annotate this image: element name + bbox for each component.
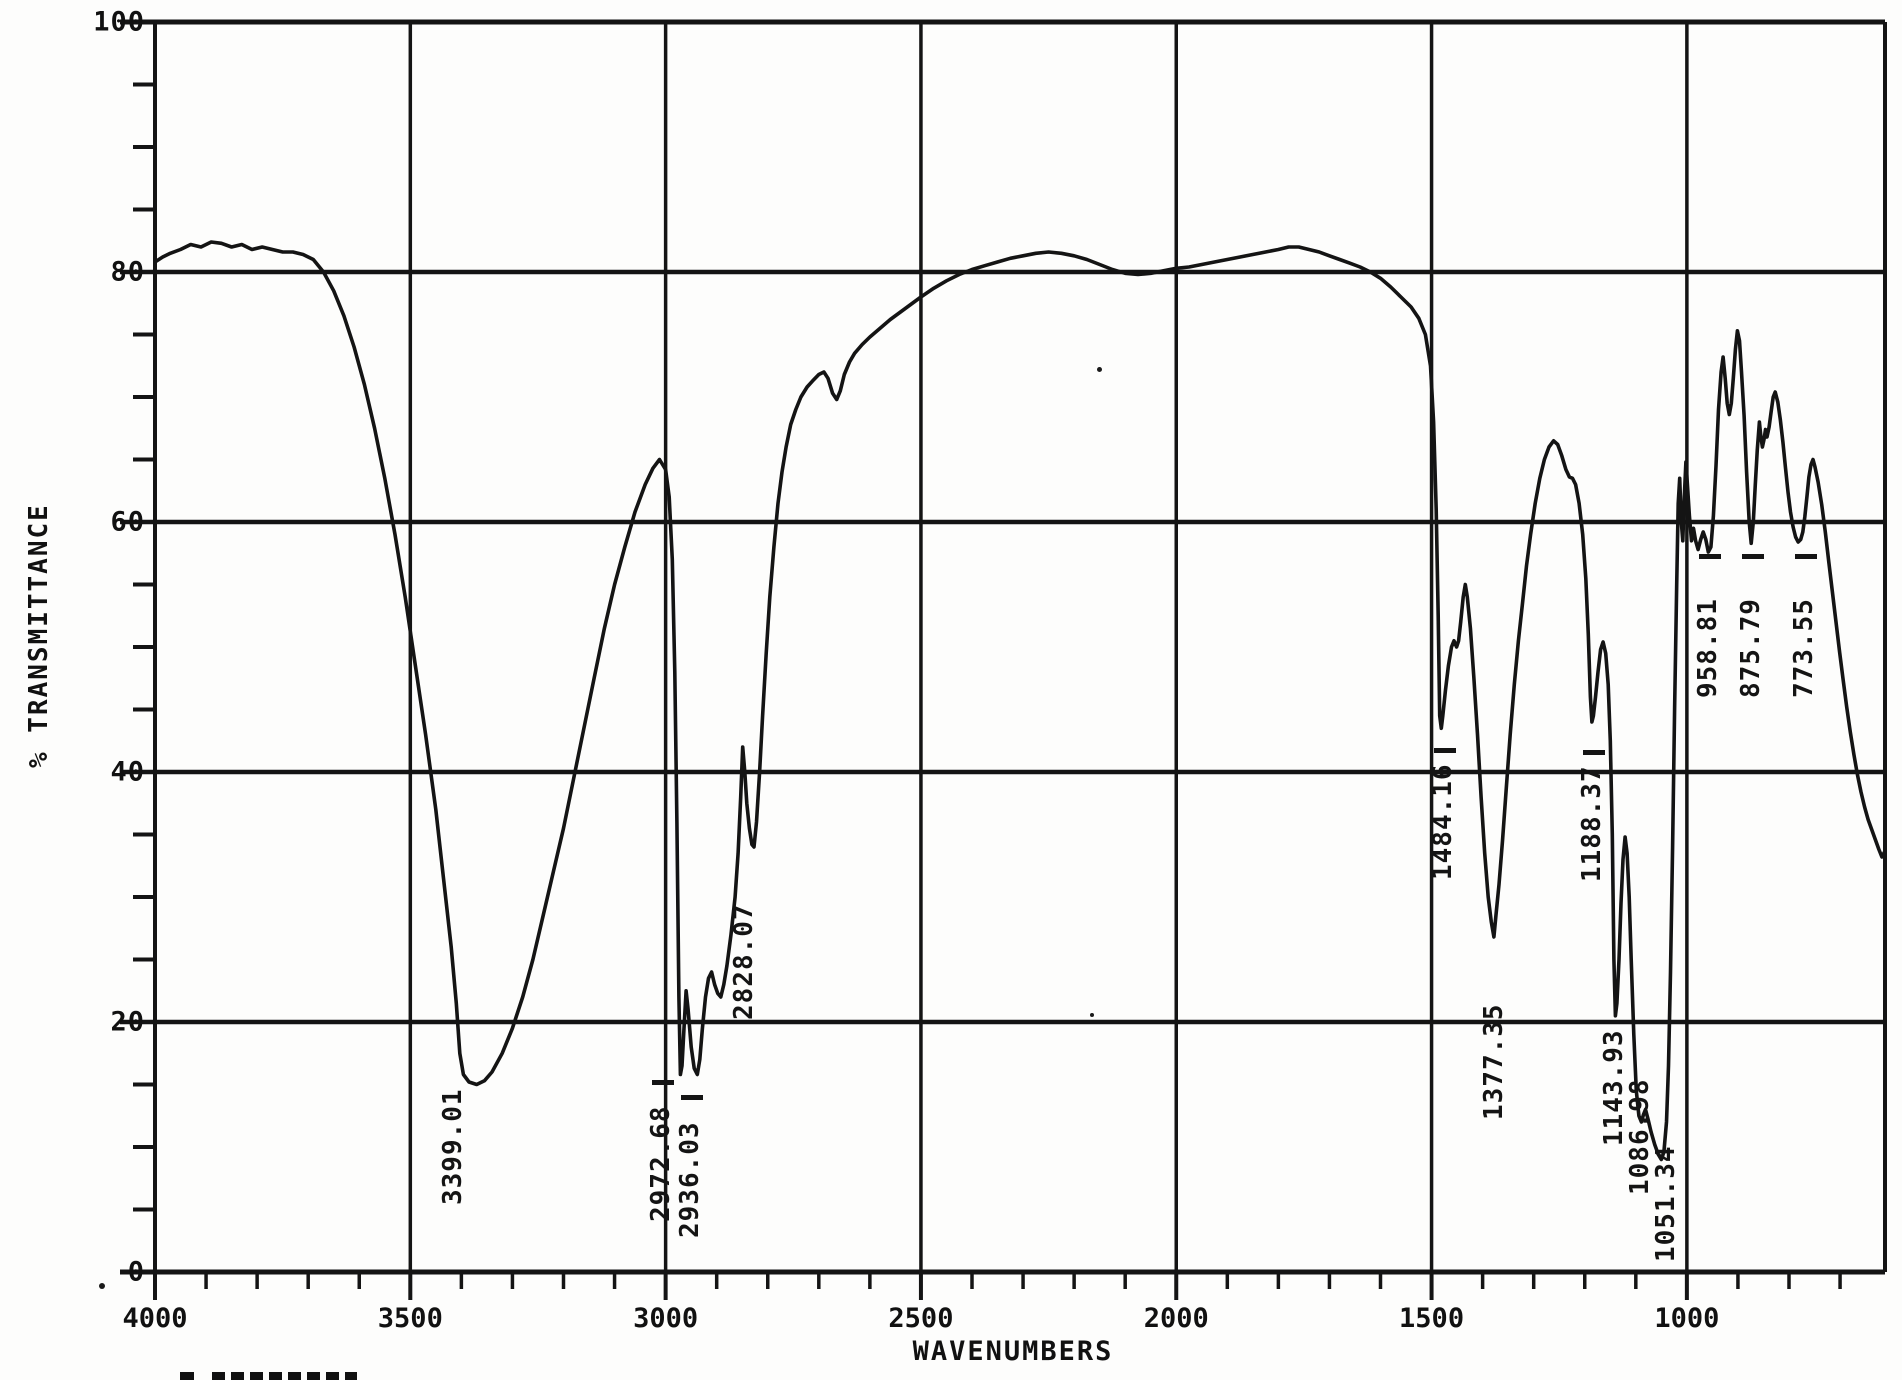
peak-label-773.55: 773.55 — [1789, 598, 1819, 698]
y-tick-label-20: 20 — [110, 1006, 145, 1038]
peak-label-1377.35: 1377.35 — [1479, 1003, 1509, 1120]
cropped-text-fragment-start — [180, 1372, 194, 1380]
peak-label-1051.34: 1051.34 — [1651, 1145, 1681, 1262]
y-tick-label-0: 0 — [127, 1256, 145, 1288]
peak-label-2828.07: 2828.07 — [729, 903, 759, 1020]
spectrum-curve — [153, 240, 1887, 1162]
peak-label-958.81: 958.81 — [1693, 598, 1723, 698]
x-tick-label-1500: 1500 — [1399, 1303, 1465, 1334]
peak-label-875.79: 875.79 — [1736, 598, 1766, 698]
x-tick-label-4000: 4000 — [122, 1303, 188, 1334]
x-tick-label-2500: 2500 — [888, 1303, 954, 1334]
scan-speck-1 — [1090, 1013, 1094, 1017]
peak-label-dash-875.79 — [1742, 554, 1764, 559]
peak-label-dash-2936.03 — [681, 1095, 703, 1100]
y-axis-title: % TRANSMITTANCE — [24, 503, 54, 768]
peak-label-dash-1484.16 — [1434, 748, 1456, 753]
scan-speck-2 — [99, 1283, 105, 1289]
y-tick-label-80: 80 — [110, 256, 145, 288]
y-tick-label-60: 60 — [110, 506, 145, 538]
peak-label-2972.68: 2972.68 — [646, 1105, 676, 1222]
peak-label-1086.98: 1086.98 — [1625, 1078, 1655, 1195]
peak-label-1188.37: 1188.37 — [1577, 765, 1607, 882]
peak-label-dash-2972.68 — [652, 1080, 674, 1085]
peak-label-1484.16: 1484.16 — [1428, 763, 1458, 880]
x-tick-label-3500: 3500 — [377, 1303, 443, 1334]
x-tick-label-2000: 2000 — [1143, 1303, 1209, 1334]
peak-label-dash-773.55 — [1795, 554, 1817, 559]
y-tick-label-40: 40 — [110, 756, 145, 788]
peak-label-1143.93: 1143.93 — [1599, 1029, 1629, 1146]
cropped-text-fragment — [212, 1372, 357, 1380]
x-tick-label-1000: 1000 — [1654, 1303, 1720, 1334]
peak-label-3399.01: 3399.01 — [438, 1088, 468, 1205]
peak-label-dash-1188.37 — [1583, 750, 1605, 755]
x-axis-title: WAVENUMBERS — [912, 1336, 1114, 1367]
y-tick-label-100: 100 — [93, 6, 145, 38]
x-tick-label-3000: 3000 — [633, 1303, 699, 1334]
scan-speck-0 — [1097, 367, 1102, 372]
peak-label-dash-958.81 — [1699, 554, 1721, 559]
peak-label-2936.03: 2936.03 — [675, 1121, 705, 1238]
